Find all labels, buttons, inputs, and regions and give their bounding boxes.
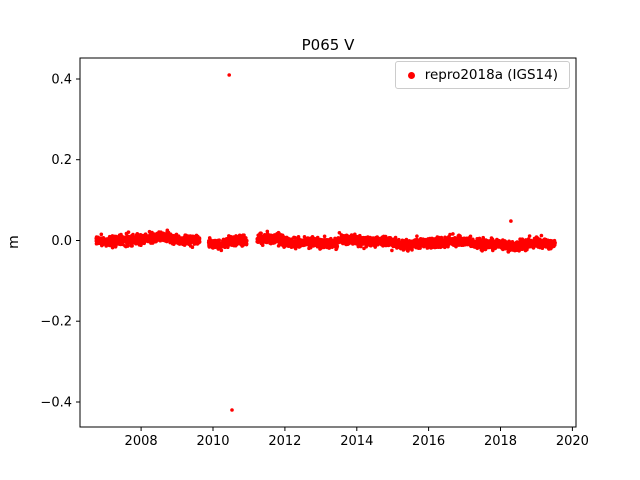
svg-text:0.4: 0.4 (51, 73, 72, 88)
legend: repro2018a (IGS14) (394, 61, 570, 89)
svg-text:2010: 2010 (196, 434, 229, 449)
svg-text:2018: 2018 (484, 434, 517, 449)
legend-label: repro2018a (IGS14) (424, 67, 558, 83)
x-axis-ticks (140, 427, 573, 431)
svg-text:2020: 2020 (556, 434, 589, 449)
y-axis-label: m (6, 235, 22, 249)
svg-text:2016: 2016 (412, 434, 445, 449)
outlier-points (227, 73, 513, 412)
chart-title: P065 V (301, 36, 355, 54)
x-axis-tick-labels: 2008 2010 2012 2014 2016 2018 2020 (125, 434, 589, 449)
svg-text:2012: 2012 (268, 434, 301, 449)
legend-marker-dot-icon (407, 71, 415, 79)
svg-text:2014: 2014 (340, 434, 373, 449)
y-axis-tick-labels: −0.4 −0.2 0.0 0.2 0.4 (40, 73, 72, 411)
y-axis-ticks (76, 78, 80, 403)
svg-text:2008: 2008 (125, 434, 158, 449)
svg-text:0.2: 0.2 (51, 153, 72, 168)
svg-text:−0.4: −0.4 (40, 396, 72, 411)
data-points (94, 228, 557, 254)
svg-text:−0.2: −0.2 (40, 315, 72, 330)
axes-spines (79, 57, 577, 428)
svg-text:0.0: 0.0 (51, 234, 72, 249)
